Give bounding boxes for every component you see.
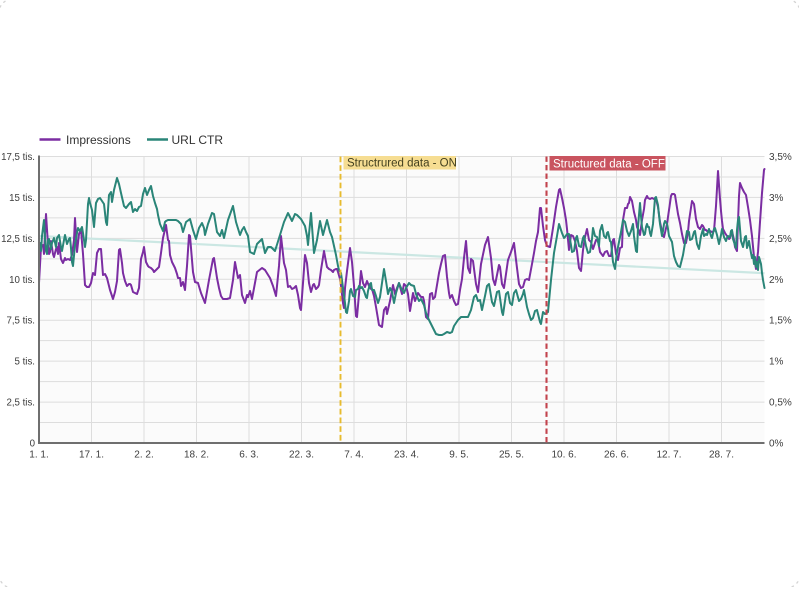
svg-text:23. 4.: 23. 4. (394, 450, 419, 461)
svg-text:7. 4.: 7. 4. (344, 450, 363, 461)
svg-text:10. 6.: 10. 6. (551, 450, 576, 461)
svg-text:25. 5.: 25. 5. (499, 450, 524, 461)
svg-text:1%: 1% (769, 357, 784, 368)
svg-text:0: 0 (30, 439, 36, 450)
svg-text:0,5%: 0,5% (769, 398, 792, 409)
svg-text:2,5 tis.: 2,5 tis. (6, 398, 35, 409)
svg-text:15 tis.: 15 tis. (9, 193, 35, 204)
svg-text:2. 2.: 2. 2. (134, 450, 153, 461)
svg-text:17. 1.: 17. 1. (79, 450, 104, 461)
svg-text:URL CTR: URL CTR (172, 133, 224, 147)
svg-text:2%: 2% (769, 275, 784, 286)
svg-text:Impressions: Impressions (66, 133, 131, 147)
svg-text:1. 1.: 1. 1. (29, 450, 48, 461)
svg-text:9. 5.: 9. 5. (449, 450, 468, 461)
svg-text:Structured data - OFF: Structured data - OFF (553, 159, 665, 171)
svg-text:28. 7.: 28. 7. (709, 450, 734, 461)
svg-text:12. 7.: 12. 7. (656, 450, 681, 461)
svg-text:1,5%: 1,5% (769, 316, 792, 327)
svg-text:2,5%: 2,5% (769, 234, 792, 245)
svg-text:0%: 0% (769, 439, 784, 450)
svg-text:3%: 3% (769, 193, 784, 204)
svg-text:22. 3.: 22. 3. (289, 450, 314, 461)
svg-text:17,5 tis.: 17,5 tis. (1, 152, 35, 163)
svg-text:6. 3.: 6. 3. (239, 450, 258, 461)
svg-text:3,5%: 3,5% (769, 152, 792, 163)
svg-text:26. 6.: 26. 6. (604, 450, 629, 461)
svg-text:Structrured data - ON: Structrured data - ON (347, 158, 457, 170)
svg-text:7,5 tis.: 7,5 tis. (6, 316, 35, 327)
svg-text:10 tis.: 10 tis. (9, 275, 35, 286)
svg-text:18. 2.: 18. 2. (184, 450, 209, 461)
svg-text:12,5 tis.: 12,5 tis. (1, 234, 35, 245)
svg-text:5 tis.: 5 tis. (15, 357, 35, 368)
